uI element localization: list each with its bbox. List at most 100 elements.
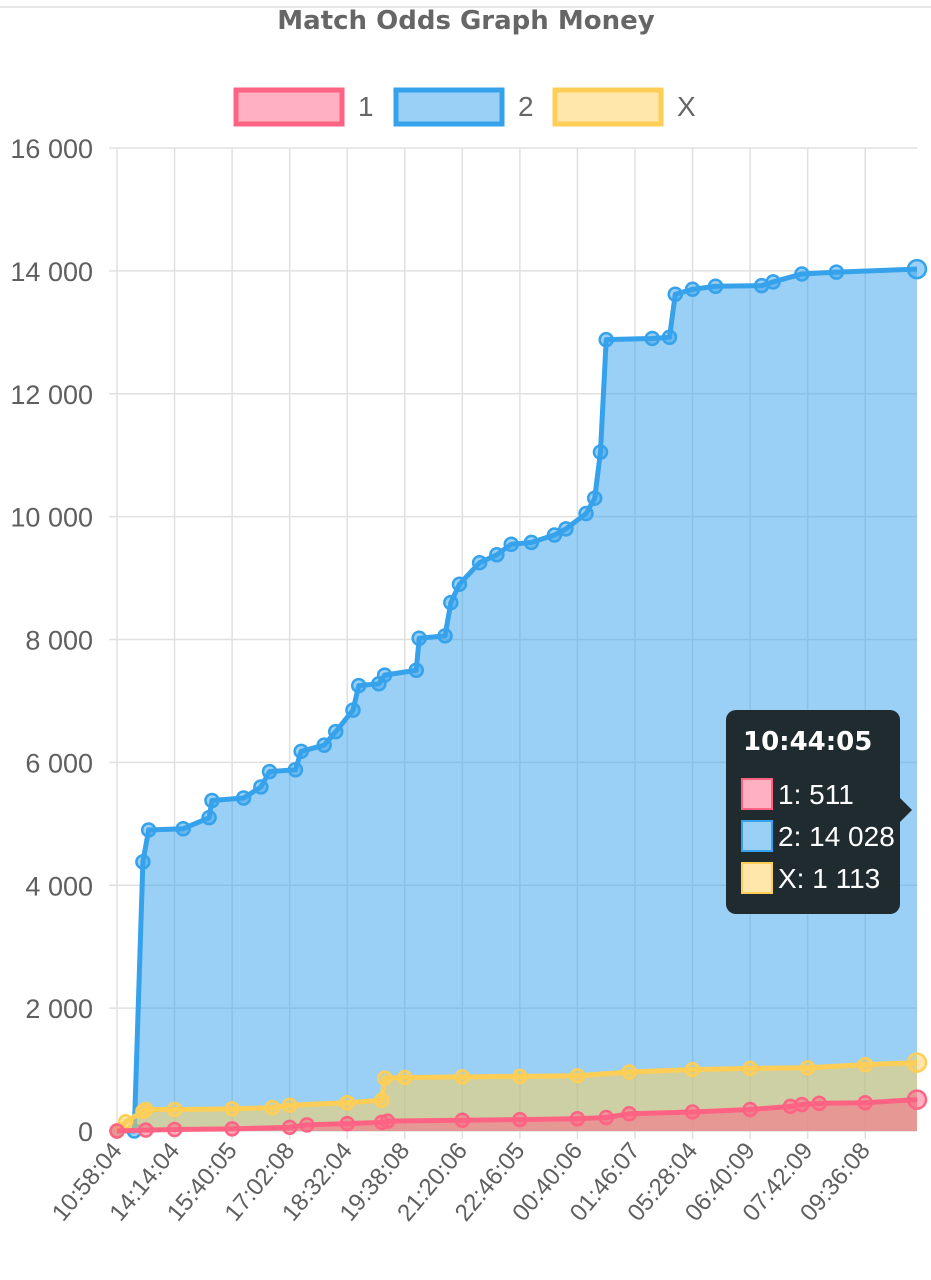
series-2-point — [546, 527, 563, 543]
x-axis: 10:58:0414:14:0415:40:0517:02:0818:32:04… — [47, 1138, 876, 1227]
tooltip-line: 1: 511 — [778, 779, 854, 810]
legend-label: 1 — [358, 91, 374, 122]
series-2-point — [765, 274, 781, 290]
series-2-point — [327, 723, 344, 740]
series-X-point — [742, 1060, 758, 1077]
y-tick-label: 8 000 — [25, 626, 93, 656]
series-2-point — [667, 286, 684, 302]
y-tick-label: 10 000 — [10, 503, 93, 533]
plot-area — [109, 258, 928, 1139]
y-tick-label: 4 000 — [25, 871, 93, 901]
series-1-point — [742, 1101, 758, 1118]
series-X-point — [224, 1101, 240, 1117]
y-tick-label: 12 000 — [10, 380, 93, 410]
series-1-point — [811, 1095, 827, 1112]
series-1-point — [379, 1113, 396, 1129]
legend: 1 2 X — [233, 87, 696, 127]
y-tick-label: 16 000 — [10, 134, 93, 164]
series-2-point — [287, 761, 304, 778]
legend-label: X — [677, 91, 696, 122]
legend-swatch — [552, 87, 664, 127]
tooltip-line: X: 1 113 — [778, 863, 880, 894]
series-2-point — [451, 576, 468, 592]
series-X-point — [376, 1070, 393, 1086]
series-X-point — [512, 1068, 528, 1085]
legend-item-1[interactable]: 1 — [233, 87, 374, 127]
series-X-point — [264, 1099, 281, 1116]
series-2-point — [345, 702, 361, 718]
series-X-point — [569, 1067, 586, 1084]
series-2-point — [586, 490, 603, 506]
series-1-point — [598, 1109, 614, 1126]
series-2-point — [175, 820, 191, 837]
series-1-point — [299, 1117, 315, 1133]
series-2-point — [471, 554, 488, 571]
legend-label: 2 — [518, 91, 534, 122]
series-1-point — [281, 1119, 298, 1136]
series-2-point — [489, 546, 505, 563]
series-X-point — [857, 1056, 873, 1073]
series-2-point — [828, 264, 845, 280]
series-2-point — [794, 266, 810, 282]
y-tick-label: 2 000 — [25, 994, 93, 1024]
series-X-point — [684, 1061, 701, 1078]
series-1-point — [684, 1104, 701, 1120]
legend-swatch — [233, 87, 345, 127]
series-1-point — [109, 1123, 125, 1139]
series-2-point — [376, 667, 393, 683]
series-2-point — [598, 331, 614, 348]
series-X-point — [397, 1069, 413, 1086]
series-2-point — [503, 536, 519, 553]
legend-item-2[interactable]: 2 — [393, 87, 534, 127]
series-2-point — [707, 278, 724, 294]
series-1-point — [166, 1121, 183, 1138]
y-tick-label: 14 000 — [10, 257, 93, 287]
series-2-point — [437, 628, 453, 644]
series-1-point — [224, 1121, 240, 1137]
tooltip-swatch-fill — [743, 864, 771, 892]
legend-swatch — [393, 87, 505, 127]
series-2-point — [140, 822, 157, 838]
series-2-area — [117, 269, 917, 1131]
series-X-point — [166, 1101, 183, 1118]
series-2-point — [350, 677, 367, 694]
series-1-point — [906, 1089, 928, 1110]
tooltip-caret — [900, 798, 912, 822]
series-2-point — [201, 809, 217, 826]
series-2-point — [316, 737, 332, 753]
tooltip-swatch-fill — [743, 822, 771, 850]
legend-item-X[interactable]: X — [552, 87, 696, 127]
series-2-point — [443, 594, 459, 611]
series-1-area — [117, 1099, 917, 1131]
tooltip: 10:44:05 1: 511 2: 14 028 X: 1 113 — [726, 710, 912, 914]
series-1-point — [857, 1094, 873, 1111]
series-1-point — [138, 1122, 154, 1138]
y-tick-label: 0 — [78, 1117, 93, 1147]
y-axis: 16 000 14 000 12 000 10 000 8 000 6 000 4 000 2… — [10, 134, 93, 1147]
series-2-point — [592, 444, 609, 460]
series-X-point — [373, 1092, 390, 1109]
y-tick-label: 6 000 — [25, 748, 93, 778]
series-1-point — [339, 1115, 355, 1132]
series-X-point — [454, 1069, 471, 1085]
series-1-point — [512, 1111, 528, 1128]
series-2-point — [558, 521, 574, 537]
series-2-point — [135, 854, 151, 870]
series-2-point — [661, 329, 678, 345]
series-X-point — [799, 1059, 816, 1076]
series-X-point — [281, 1097, 298, 1113]
series-2-point — [578, 505, 594, 522]
series-X-point — [138, 1101, 154, 1118]
chart-title: Match Odds Graph Money — [277, 6, 654, 36]
series-2-point — [253, 779, 269, 795]
series-1-point — [454, 1112, 471, 1128]
series-X-point — [339, 1094, 355, 1111]
series-1-point — [794, 1096, 810, 1113]
series-2-point — [204, 792, 220, 809]
tooltip-title: 10:44:05 — [743, 727, 872, 757]
series-1-point — [621, 1106, 637, 1122]
series-2-point — [235, 790, 252, 806]
tooltip-swatch-fill — [743, 780, 771, 808]
top-divider — [0, 6, 931, 8]
